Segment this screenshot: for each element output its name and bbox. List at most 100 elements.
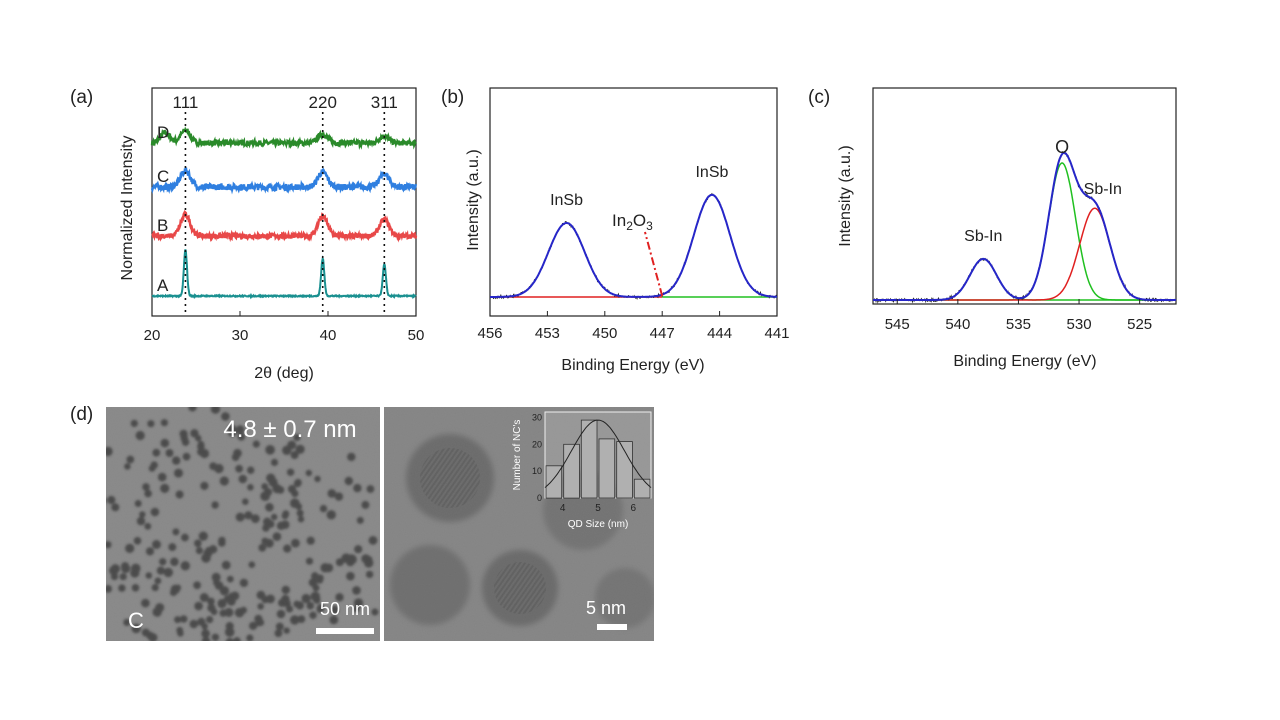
panel-label-d: (d) [70, 404, 93, 425]
xrd-series-B [151, 209, 418, 243]
xrd-peak-label: 311 [371, 93, 398, 112]
nanocrystal-dot [156, 392, 163, 399]
xps-o-curves [872, 150, 1177, 304]
xps-o-peak-label: O [1055, 137, 1069, 157]
tem-panel: (d) 4.8 ± 0.7 nm C 50 nm [70, 387, 654, 641]
tem-image-low-mag [93, 387, 380, 641]
in2o3-marker-line [644, 231, 664, 297]
histogram-bar [598, 438, 616, 499]
xrd-series-label-D: D [157, 123, 169, 142]
xrd-series-A [151, 249, 417, 300]
xps-o-plot-frame [872, 87, 1177, 305]
inset-x-tick-label: 5 [595, 503, 601, 514]
xps-o-x-tick-label: 530 [1067, 316, 1092, 333]
xrd-series-D [150, 126, 417, 151]
xps-in-curves [489, 192, 778, 301]
xrd-x-ticks: 20 30 40 50 [144, 311, 425, 344]
xps-in-x-tick-label: 450 [592, 325, 617, 342]
xps-o-x-tick-label: 535 [1006, 316, 1031, 333]
nanocrystal-dot [188, 393, 197, 402]
panel-label-a: (a) [70, 87, 93, 108]
inset-y-title: Number of NC's [512, 420, 523, 491]
xrd-plot-frame [151, 87, 417, 317]
xps-o-component-2 [873, 207, 1176, 301]
nanocrystal-dot [167, 391, 176, 400]
xps-o-peak-labels: Sb-In O Sb-In [964, 137, 1122, 245]
xrd-peak-label: 111 [173, 93, 199, 112]
xps-o-raw-data [872, 150, 1177, 304]
xps-in-peak-labels: In2O3 InSb InSb [550, 164, 728, 233]
xrd-y-axis-title: Normalized Intensity [119, 136, 136, 281]
xps-in-peak-label: InSb [550, 192, 583, 209]
xrd-series-label-B: B [157, 216, 168, 235]
xrd-series-label-A: A [157, 276, 169, 295]
xrd-x-tick-label: 30 [232, 327, 249, 344]
scale-bar-label-5nm: 5 nm [586, 598, 626, 618]
in2o3-label-part: 3 [646, 219, 653, 233]
xps-o-peak-label: Sb-In [1084, 181, 1122, 198]
xps-o-x-axis-title: Binding Energy (eV) [953, 353, 1096, 370]
nanocrystal-dot [232, 389, 239, 396]
xrd-series-label-C: C [157, 167, 169, 186]
histogram-fit-curve [544, 419, 652, 488]
nanocrystal-dot [93, 545, 100, 552]
inset-y-tick-label: 20 [532, 439, 542, 449]
xps-o-x-ticks: 545 540 535 530 525 [885, 299, 1152, 333]
in2o3-label-part: O [633, 211, 646, 230]
xrd-panel: (a) D C B A 20 30 40 50 111 220 311 2θ (deg) Nor… [70, 87, 424, 382]
nanocrystal-dot [96, 577, 104, 585]
in2o3-label-part: In [612, 211, 626, 230]
histogram-bar [580, 419, 598, 499]
xrd-x-tick-label: 40 [320, 327, 337, 344]
xps-in-y-axis-title: Intensity (a.u.) [465, 149, 482, 250]
xps-in-x-tick-label: 444 [707, 325, 732, 342]
xrd-peak-label: 220 [309, 93, 337, 112]
xps-in-x-tick-label: 453 [535, 325, 560, 342]
xps-in-x-ticks: 456 453 450 447 444 441 [477, 311, 790, 342]
xps-in-panel: (b) 456 453 450 447 444 441 In2O3 InSb InSb Bin… [441, 87, 790, 374]
xps-o-fit [873, 151, 1176, 301]
xrd-series-group: D C B A [150, 123, 418, 300]
xps-o-x-tick-label: 540 [945, 316, 970, 333]
xps-in-x-axis-title: Binding Energy (eV) [561, 357, 704, 374]
inset-x-tick-label: 4 [560, 503, 566, 514]
xps-in-peak-label: InSb [695, 164, 728, 181]
xrd-peak-labels: 111 220 311 [173, 93, 398, 312]
sample-label: C [128, 608, 144, 633]
xps-o-y-axis-title: Intensity (a.u.) [837, 145, 854, 246]
nanocrystal-dot [151, 392, 159, 400]
histogram-bar [616, 441, 633, 499]
scale-bar-5nm [597, 624, 627, 630]
nanocrystal-dot [144, 392, 151, 399]
nanocrystal-dot [176, 387, 183, 394]
panel-label-b: (b) [441, 87, 464, 108]
xps-in-x-tick-label: 456 [477, 325, 502, 342]
xps-o-peak-label: Sb-In [964, 228, 1002, 245]
inset-x-tick-label: 6 [631, 503, 637, 514]
scale-bar-label-50nm: 50 nm [320, 599, 370, 619]
histogram-bar [633, 478, 651, 499]
xps-in-plot-frame [489, 87, 778, 317]
xps-in-fit [490, 193, 777, 298]
xps-o-x-tick-label: 525 [1127, 316, 1152, 333]
nanocrystal-dot [106, 499, 107, 503]
xps-in-x-tick-label: 447 [650, 325, 675, 342]
in2o3-label-part: 2 [626, 219, 633, 233]
xrd-x-tick-label: 20 [144, 327, 161, 344]
in2o3-label: In2O3 [612, 211, 653, 233]
panel-label-c: (c) [808, 87, 830, 108]
inset-y-tick-label: 10 [532, 466, 542, 476]
xrd-x-axis-title: 2θ (deg) [254, 365, 314, 382]
nanocrystal-dot [163, 398, 170, 405]
xrd-series-C [150, 167, 418, 195]
size-histogram-inset: 0 10 20 30 4 5 6 QD Size (nm) Number of NC's [512, 411, 652, 530]
histogram-bar [563, 443, 580, 499]
xrd-x-tick-label: 50 [408, 327, 425, 344]
inset-x-title: QD Size (nm) [568, 519, 629, 530]
size-distribution-label: 4.8 ± 0.7 nm [223, 416, 356, 443]
scale-bar-50nm [316, 628, 374, 634]
inset-y-tick-label: 30 [532, 412, 542, 422]
inset-y-tick-label: 0 [537, 493, 542, 503]
xps-o-x-tick-label: 545 [885, 316, 910, 333]
